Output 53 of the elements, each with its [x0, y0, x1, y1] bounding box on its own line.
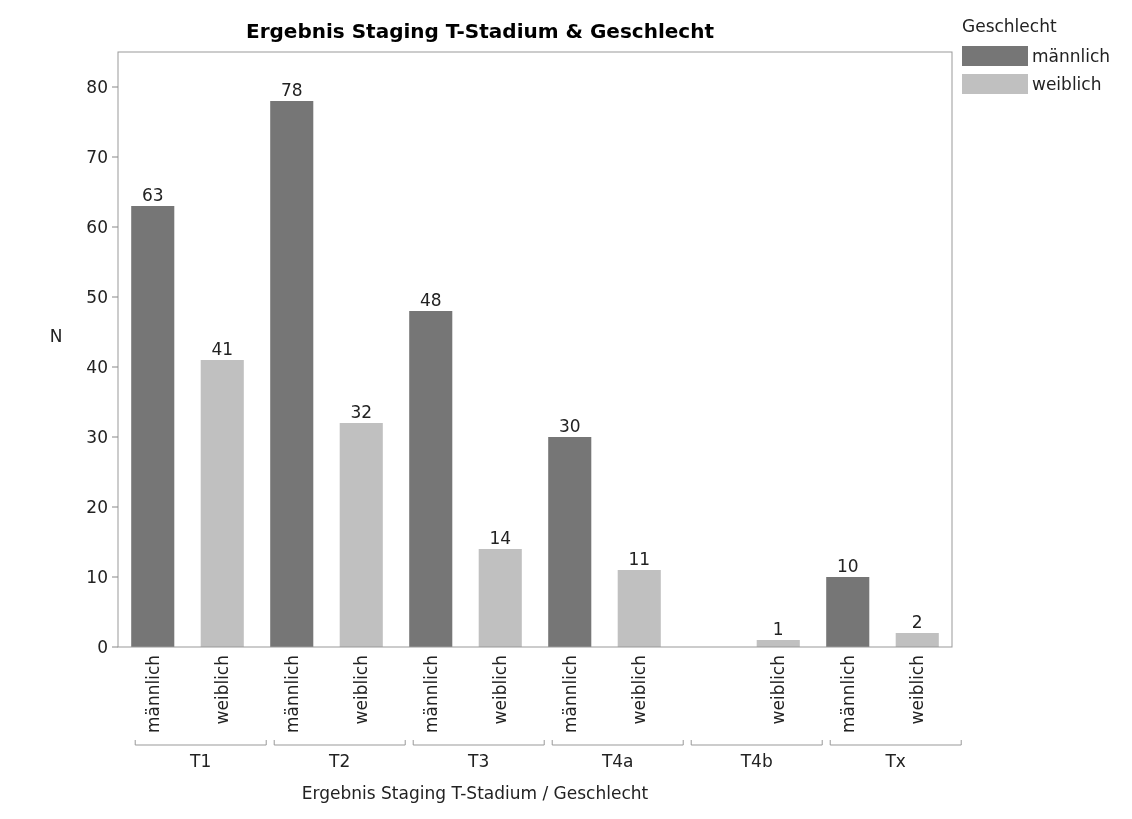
- y-tick-label: 60: [86, 216, 108, 237]
- text: weiblich: [351, 655, 372, 725]
- text: männlich: [142, 655, 163, 734]
- x-tick-label: T4a: [600, 751, 634, 771]
- x-tick-label: Tx: [884, 751, 906, 771]
- bar: [617, 570, 661, 647]
- data-label: 48: [419, 290, 442, 310]
- legend-label: weiblich: [1032, 73, 1102, 94]
- data-label: 32: [350, 402, 373, 422]
- bar: [131, 206, 175, 647]
- y-tick-label: 10: [86, 566, 108, 587]
- text: weiblich: [907, 655, 928, 725]
- y-tick-label: 70: [86, 146, 108, 167]
- y-tick-label: 80: [86, 76, 108, 97]
- x-tick-label: T2: [328, 751, 351, 771]
- text: weiblich: [212, 655, 233, 725]
- text: weiblich: [490, 655, 511, 725]
- bar: [409, 311, 453, 647]
- data-label: 41: [211, 339, 234, 359]
- data-label: 63: [141, 185, 164, 205]
- data-label: 78: [280, 80, 303, 100]
- bar: [826, 577, 870, 647]
- y-tick-label: 30: [86, 426, 108, 447]
- y-axis-title: N: [49, 325, 63, 346]
- legend-label: männlich: [1032, 45, 1111, 66]
- bar: [478, 549, 522, 647]
- data-label: 2: [911, 612, 923, 632]
- bar: [270, 101, 314, 647]
- x-tick-label: T4b: [739, 751, 773, 771]
- x-tick-label: T1: [189, 751, 212, 771]
- text: weiblich: [768, 655, 789, 725]
- text: männlich: [281, 655, 302, 734]
- text: männlich: [559, 655, 580, 734]
- y-tick-label: 0: [97, 636, 108, 657]
- chart-title: Ergebnis Staging T-Stadium & Geschlecht: [246, 19, 715, 43]
- x-tick-label: T3: [467, 751, 490, 771]
- bar: [895, 633, 939, 647]
- data-label: 30: [558, 416, 581, 436]
- y-tick-label: 50: [86, 286, 108, 307]
- data-label: 11: [628, 549, 651, 569]
- x-axis-title: Ergebnis Staging T-Stadium / Geschlecht: [301, 783, 649, 803]
- data-label: 10: [836, 556, 859, 576]
- text: männlich: [837, 655, 858, 734]
- y-tick-label: 40: [86, 356, 108, 377]
- bar: [200, 360, 244, 647]
- data-label: 1: [772, 619, 784, 639]
- text: männlich: [420, 655, 441, 734]
- bar: [339, 423, 383, 647]
- legend-title: Geschlecht: [962, 16, 1057, 36]
- text: weiblich: [629, 655, 650, 725]
- y-tick-label: 20: [86, 496, 108, 517]
- bar: [548, 437, 592, 647]
- data-label: 14: [489, 528, 512, 548]
